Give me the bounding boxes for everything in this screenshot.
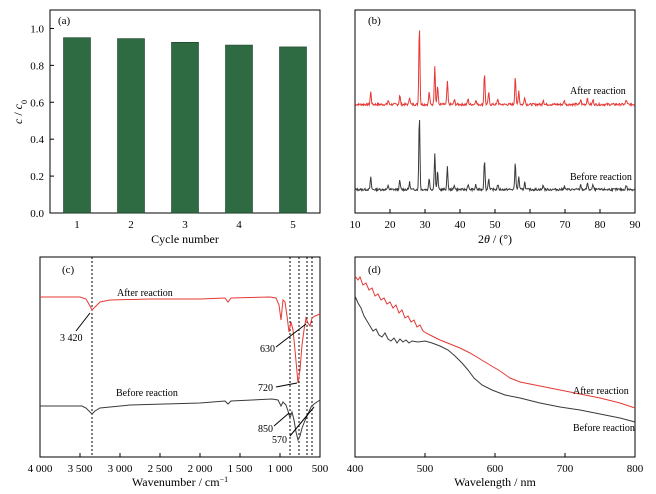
x-axis-label-c: Wavenumber / cm−1 (132, 475, 228, 490)
x-tick-label-a: 3 (182, 219, 188, 231)
annotation-3420: 3 420 (60, 333, 83, 344)
x-tick-label-d: 500 (417, 463, 434, 475)
x-axis-label-a: Cycle number (151, 232, 219, 246)
series-label-before-b: Before reaction (570, 172, 632, 183)
y-tick-label-a: 0.4 (30, 134, 44, 146)
series-label-after-d: After reaction (573, 386, 629, 397)
y-tick-label-a: 0.8 (30, 60, 44, 72)
x-tick-label-c: 500 (312, 463, 329, 475)
annotation-630: 630 (260, 344, 275, 355)
x-tick-label-b: 60 (525, 219, 537, 231)
x-tick-label-c: 2 500 (148, 463, 173, 475)
annotation-850: 850 (258, 424, 273, 435)
x-axis-label-b: 2θ / (°) (478, 232, 512, 246)
x-tick-label-c: 4 000 (28, 463, 53, 475)
bar (117, 38, 145, 214)
annotation-570: 570 (272, 435, 287, 446)
x-tick-label-c: 3 500 (68, 463, 93, 475)
panel-label-c: (c) (62, 264, 75, 276)
x-tick-label-b: 30 (420, 219, 432, 231)
series-label-after-c: After reaction (117, 288, 173, 299)
bars-a (63, 37, 307, 214)
bar (171, 41, 199, 214)
x-tick-label-b: 80 (595, 219, 607, 231)
panel-d: (d) 400 500 600 700 800 After reaction Befor… (347, 256, 644, 489)
x-tick-label-c: 1 000 (268, 463, 293, 475)
y-axis-a: 0.0 0.2 0.4 0.6 0.8 1.0 (30, 23, 54, 220)
annotation-arrow-3420 (75, 312, 91, 332)
x-tick-label-b: 20 (385, 219, 397, 231)
reference-lines-c (91, 257, 313, 457)
annotation-arrow-630 (275, 323, 307, 348)
series-before-reaction-d (354, 295, 636, 423)
series-after-reaction-c (40, 296, 321, 384)
x-tick-label-d: 400 (347, 463, 364, 475)
series-before-reaction-c (40, 398, 321, 442)
x-tick-label-a: 4 (236, 219, 242, 231)
series-after-reaction-d (354, 275, 636, 409)
plot-frame-c (39, 256, 321, 458)
x-tick-label-c: 3 000 (108, 463, 133, 475)
series-label-before-c: Before reaction (116, 388, 178, 399)
panel-label-a: (a) (58, 15, 71, 27)
x-axis-label-d: Wavelength / nm (454, 475, 536, 489)
y-tick-label-a: 1.0 (30, 23, 44, 35)
x-tick-label-d: 600 (487, 463, 504, 475)
panel-b: (b) 10 20 30 40 50 60 70 80 90 After reaction Be… (350, 9, 642, 246)
series-label-before-d: Before reaction (573, 423, 635, 434)
panel-c: (c) 4 000 3 500 3 000 2 500 2 000 1 500 1 000 5… (28, 256, 329, 490)
series-before-reaction-b (354, 119, 636, 193)
y-axis-label-a: c / c0 (11, 100, 29, 124)
annotation-arrow-720 (275, 382, 298, 388)
series-label-after-b: After reaction (570, 86, 626, 97)
y-tick-label-a: 0.2 (30, 171, 44, 183)
y-tick-label-a: 0.0 (30, 208, 44, 220)
x-axis-d: 400 500 600 700 800 (347, 453, 644, 475)
x-axis-b: 10 20 30 40 50 60 70 80 90 (350, 209, 642, 231)
x-tick-label-b: 90 (630, 219, 642, 231)
y-tick-label-a: 0.6 (30, 97, 44, 109)
annotation-arrow-850 (273, 412, 290, 427)
x-tick-label-b: 40 (455, 219, 467, 231)
annotations-c: 3 420 630 720 850 570 (60, 312, 315, 446)
bar (225, 44, 253, 214)
panel-label-b: (b) (368, 15, 381, 27)
x-tick-label-b: 10 (350, 219, 362, 231)
annotation-720: 720 (258, 383, 273, 394)
x-tick-label-a: 2 (128, 219, 134, 231)
x-tick-label-d: 800 (627, 463, 644, 475)
x-tick-label-b: 50 (490, 219, 502, 231)
x-tick-label-c: 2 000 (188, 463, 213, 475)
x-tick-label-a: 1 (74, 219, 80, 231)
series-after-reaction-b (354, 30, 635, 108)
panel-a: (a) 0.0 0.2 0.4 0.6 0.8 1.0 1 2 3 4 5 Cycle numbe… (11, 9, 321, 246)
bar (279, 46, 307, 214)
x-tick-label-d: 700 (557, 463, 574, 475)
x-tick-label-b: 70 (560, 219, 572, 231)
bar (63, 37, 91, 214)
panel-label-d: (d) (368, 264, 381, 276)
x-tick-label-c: 1 500 (228, 463, 253, 475)
annotation-arrow-570 (289, 406, 315, 437)
x-axis-c: 4 000 3 500 3 000 2 500 2 000 1 500 1 000 500 (28, 453, 329, 475)
x-tick-label-a: 5 (290, 219, 296, 231)
